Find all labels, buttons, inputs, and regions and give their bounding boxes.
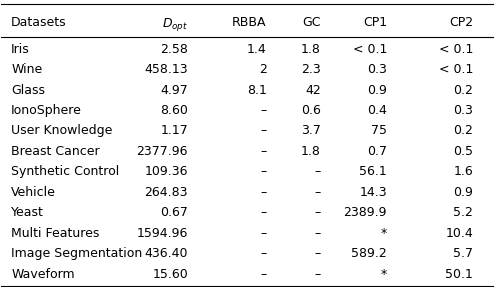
Text: 56.1: 56.1 [359, 165, 387, 179]
Text: –: – [315, 186, 321, 199]
Text: 0.2: 0.2 [453, 84, 473, 96]
Text: 2389.9: 2389.9 [343, 206, 387, 219]
Text: –: – [315, 227, 321, 240]
Text: 10.4: 10.4 [445, 227, 473, 240]
Text: 0.9: 0.9 [367, 84, 387, 96]
Text: *: * [381, 227, 387, 240]
Text: 0.9: 0.9 [453, 186, 473, 199]
Text: 2: 2 [259, 63, 267, 76]
Text: 1.6: 1.6 [453, 165, 473, 179]
Text: Multi Features: Multi Features [11, 227, 100, 240]
Text: 5.7: 5.7 [453, 247, 473, 260]
Text: *: * [381, 268, 387, 281]
Text: < 0.1: < 0.1 [353, 42, 387, 56]
Text: –: – [260, 125, 267, 137]
Text: 8.1: 8.1 [247, 84, 267, 96]
Text: CP1: CP1 [363, 15, 387, 29]
Text: Waveform: Waveform [11, 268, 75, 281]
Text: –: – [260, 206, 267, 219]
Text: < 0.1: < 0.1 [439, 63, 473, 76]
Text: 2.3: 2.3 [301, 63, 321, 76]
Text: –: – [315, 247, 321, 260]
Text: 50.1: 50.1 [445, 268, 473, 281]
Text: User Knowledge: User Knowledge [11, 125, 113, 137]
Text: Synthetic Control: Synthetic Control [11, 165, 120, 179]
Text: IonoSphere: IonoSphere [11, 104, 82, 117]
Text: –: – [260, 145, 267, 158]
Text: –: – [315, 206, 321, 219]
Text: 8.60: 8.60 [160, 104, 188, 117]
Text: 1594.96: 1594.96 [137, 227, 188, 240]
Text: 15.60: 15.60 [152, 268, 188, 281]
Text: 2.58: 2.58 [160, 42, 188, 56]
Text: 0.6: 0.6 [301, 104, 321, 117]
Text: 5.2: 5.2 [453, 206, 473, 219]
Text: 0.2: 0.2 [453, 125, 473, 137]
Text: 1.4: 1.4 [247, 42, 267, 56]
Text: 458.13: 458.13 [144, 63, 188, 76]
Text: 1.8: 1.8 [301, 145, 321, 158]
Text: 0.3: 0.3 [453, 104, 473, 117]
Text: 14.3: 14.3 [359, 186, 387, 199]
Text: 109.36: 109.36 [145, 165, 188, 179]
Text: 2377.96: 2377.96 [136, 145, 188, 158]
Text: RBBA: RBBA [232, 15, 267, 29]
Text: 0.3: 0.3 [367, 63, 387, 76]
Text: 1.17: 1.17 [161, 125, 188, 137]
Text: 4.97: 4.97 [161, 84, 188, 96]
Text: CP2: CP2 [449, 15, 473, 29]
Text: 0.7: 0.7 [367, 145, 387, 158]
Text: 0.4: 0.4 [367, 104, 387, 117]
Text: –: – [315, 268, 321, 281]
Text: $D_{opt}$: $D_{opt}$ [162, 15, 188, 33]
Text: 42: 42 [305, 84, 321, 96]
Text: 589.2: 589.2 [351, 247, 387, 260]
Text: GC: GC [302, 15, 321, 29]
Text: Glass: Glass [11, 84, 45, 96]
Text: Datasets: Datasets [11, 15, 67, 29]
Text: Image Segmentation: Image Segmentation [11, 247, 142, 260]
Text: 0.5: 0.5 [453, 145, 473, 158]
Text: –: – [260, 227, 267, 240]
Text: –: – [315, 165, 321, 179]
Text: Vehicle: Vehicle [11, 186, 56, 199]
Text: < 0.1: < 0.1 [439, 42, 473, 56]
Text: 1.8: 1.8 [301, 42, 321, 56]
Text: Breast Cancer: Breast Cancer [11, 145, 100, 158]
Text: 436.40: 436.40 [145, 247, 188, 260]
Text: –: – [260, 247, 267, 260]
Text: –: – [260, 268, 267, 281]
Text: Yeast: Yeast [11, 206, 44, 219]
Text: 75: 75 [371, 125, 387, 137]
Text: 0.67: 0.67 [160, 206, 188, 219]
Text: 3.7: 3.7 [301, 125, 321, 137]
Text: –: – [260, 186, 267, 199]
Text: Iris: Iris [11, 42, 30, 56]
Text: –: – [260, 104, 267, 117]
Text: –: – [260, 165, 267, 179]
Text: 264.83: 264.83 [145, 186, 188, 199]
Text: Wine: Wine [11, 63, 42, 76]
